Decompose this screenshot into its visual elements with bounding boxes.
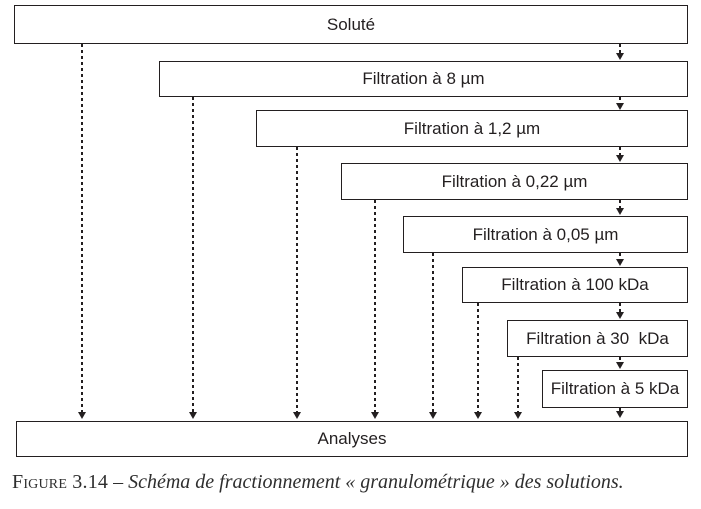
node-filtration-1-2um: Filtration à 1,2 µm bbox=[256, 110, 688, 147]
caption-text: Schéma de fractionnement « granulométriq… bbox=[128, 471, 624, 493]
connector-8um-to-analyses bbox=[192, 97, 194, 412]
connector-8um-to-1-2um bbox=[619, 97, 621, 103]
node-filtration-30kda: Filtration à 30 kDa bbox=[507, 320, 688, 357]
node-filtration-0-05um: Filtration à 0,05 µm bbox=[403, 216, 688, 253]
arrowhead-down-icon bbox=[616, 312, 624, 319]
node-filtration-0-22um: Filtration à 0,22 µm bbox=[341, 163, 688, 200]
connector-5kda-to-analyses bbox=[619, 408, 621, 411]
figure-caption: Figure 3.14 – Schéma de fractionnement «… bbox=[12, 471, 701, 494]
arrowhead-down-icon bbox=[616, 411, 624, 418]
connector-30kda-to-analyses bbox=[517, 357, 519, 412]
arrowhead-down-icon bbox=[474, 412, 482, 419]
arrowhead-down-icon bbox=[616, 362, 624, 369]
connector-0-22um-to-0-05um bbox=[619, 200, 621, 208]
connector-1-2um-to-analyses bbox=[296, 147, 298, 412]
node-label: Filtration à 100 kDa bbox=[501, 275, 649, 294]
node-solute: Soluté bbox=[14, 5, 688, 44]
arrowhead-down-icon bbox=[616, 208, 624, 215]
arrowhead-down-icon bbox=[189, 412, 197, 419]
connector-30kda-to-5kda bbox=[619, 357, 621, 362]
arrowhead-down-icon bbox=[293, 412, 301, 419]
connector-solute-to-8um bbox=[619, 44, 621, 53]
node-label: Analyses bbox=[317, 429, 387, 448]
connector-0-05um-to-analyses bbox=[432, 253, 434, 412]
node-label: Filtration à 0,05 µm bbox=[472, 224, 619, 244]
figure-number: Figure 3.14 bbox=[12, 471, 109, 493]
arrowhead-down-icon bbox=[616, 103, 624, 110]
arrowhead-down-icon bbox=[371, 412, 379, 419]
connector-0-05um-to-100kda bbox=[619, 253, 621, 259]
node-label: Filtration à 30 kDa bbox=[526, 328, 669, 348]
node-filtration-100kda: Filtration à 100 kDa bbox=[462, 267, 688, 303]
node-filtration-5kda: Filtration à 5 kDa bbox=[542, 370, 688, 408]
arrowhead-down-icon bbox=[429, 412, 437, 419]
connector-solute-to-analyses bbox=[81, 44, 83, 412]
node-analyses: Analyses bbox=[16, 421, 688, 457]
node-label: Filtration à 5 kDa bbox=[550, 379, 680, 398]
connector-1-2um-to-0-22um bbox=[619, 147, 621, 155]
arrowhead-down-icon bbox=[514, 412, 522, 419]
arrowhead-down-icon bbox=[616, 53, 624, 60]
node-filtration-8um: Filtration à 8 µm bbox=[159, 61, 688, 97]
connector-100kda-to-30kda bbox=[619, 303, 621, 312]
arrowhead-down-icon bbox=[616, 155, 624, 162]
node-label: Filtration à 8 µm bbox=[362, 69, 485, 88]
caption-separator: – bbox=[113, 471, 124, 493]
node-label: Soluté bbox=[326, 14, 376, 34]
arrowhead-down-icon bbox=[616, 259, 624, 266]
node-label: Filtration à 1,2 µm bbox=[403, 118, 541, 138]
node-label: Filtration à 0,22 µm bbox=[441, 171, 588, 191]
connector-0-22um-to-analyses bbox=[374, 200, 376, 412]
connector-100kda-to-analyses bbox=[477, 303, 479, 412]
arrowhead-down-icon bbox=[78, 412, 86, 419]
